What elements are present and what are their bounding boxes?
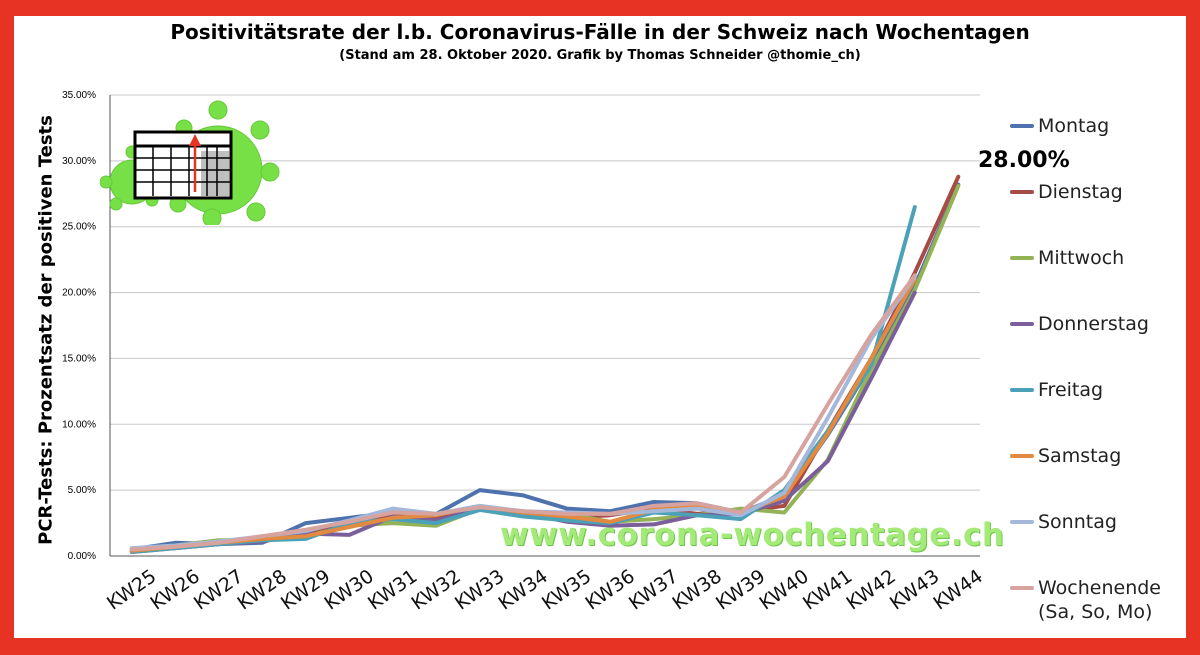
- legend-label: Dienstag: [1038, 181, 1123, 203]
- legend-item-7: Wochenende (Sa, So, Mo): [1010, 576, 1161, 624]
- legend-swatch: [1010, 586, 1034, 590]
- x-tick-label: KW27: [190, 565, 247, 614]
- x-tick-label: KW33: [451, 565, 508, 614]
- legend-item-1: Dienstag: [1010, 180, 1123, 204]
- y-tick-label: 15.00%: [62, 353, 96, 364]
- legend-swatch: [1010, 388, 1034, 392]
- legend-swatch: [1010, 124, 1034, 128]
- y-tick-label: 35.00%: [62, 90, 96, 101]
- x-tick-label: KW38: [668, 565, 725, 614]
- y-tick-label: 5.00%: [68, 485, 96, 496]
- x-tick-label: KW40: [755, 565, 812, 614]
- legend-item-0: Montag: [1010, 114, 1109, 138]
- legend-label: Mittwoch: [1038, 247, 1125, 269]
- watermark: www.corona-wochentage.ch: [500, 517, 1005, 553]
- y-tick-label: 10.00%: [62, 419, 96, 430]
- x-tick-label: KW35: [538, 565, 595, 614]
- legend-item-4: Freitag: [1010, 378, 1103, 402]
- y-tick-label: 25.00%: [62, 222, 96, 233]
- x-tick-label: KW43: [886, 565, 943, 614]
- chart-subtitle: (Stand am 28. Oktober 2020. Grafik by Th…: [339, 48, 861, 63]
- x-tick-label: KW44: [929, 565, 986, 614]
- y-tick-label: 20.00%: [62, 288, 96, 299]
- series-line-0: [129, 182, 961, 552]
- legend-label: Donnerstag: [1038, 313, 1149, 335]
- legend-swatch: [1010, 454, 1034, 458]
- legend-item-6: Sonntag: [1010, 510, 1117, 534]
- legend-swatch: [1010, 256, 1034, 260]
- y-tick-label: 30.00%: [62, 156, 96, 167]
- annotation-28-percent: 28.00%: [978, 148, 1070, 173]
- legend-item-5: Samstag: [1010, 444, 1121, 468]
- series-line-2: [129, 183, 961, 553]
- legend-swatch: [1010, 190, 1034, 194]
- virus-calendar-logo: [99, 100, 280, 230]
- x-tick-label: KW42: [842, 565, 899, 614]
- legend-label: Samstag: [1038, 445, 1122, 467]
- chart-frame: [14, 16, 1186, 638]
- x-tick-label: KW31: [364, 565, 421, 614]
- x-tick-label: KW29: [277, 565, 334, 614]
- legend-label: Sonntag: [1038, 511, 1117, 533]
- legend-item-3: Donnerstag: [1010, 312, 1149, 336]
- x-tick-label: KW37: [625, 565, 682, 614]
- x-tick-label: KW34: [494, 565, 551, 614]
- series-line-6: [129, 274, 917, 551]
- legend-label: Montag: [1038, 115, 1110, 137]
- series-line-4: [129, 205, 917, 554]
- x-tick-label: KW41: [799, 565, 856, 614]
- legend-item-2: Mittwoch: [1010, 246, 1124, 270]
- legend-label: Freitag: [1038, 379, 1104, 401]
- x-tick-label: KW30: [320, 565, 377, 614]
- x-tick-label: KW25: [103, 565, 160, 614]
- series-line-7: [129, 273, 917, 552]
- y-tick-label: 0.00%: [68, 551, 96, 562]
- x-tick-label: KW39: [712, 565, 769, 614]
- x-tick-label: KW28: [233, 565, 290, 614]
- x-tick-label: KW26: [146, 565, 203, 614]
- x-tick-label: KW36: [581, 565, 638, 614]
- legend-label: Wochenende (Sa, So, Mo): [1038, 577, 1161, 623]
- legend-swatch: [1010, 322, 1034, 326]
- x-tick-label: KW32: [407, 565, 464, 614]
- chart-title: Positivitätsrate der l.b. Coronavirus-Fä…: [170, 20, 1030, 44]
- series-line-1: [129, 174, 961, 554]
- legend-swatch: [1010, 520, 1034, 524]
